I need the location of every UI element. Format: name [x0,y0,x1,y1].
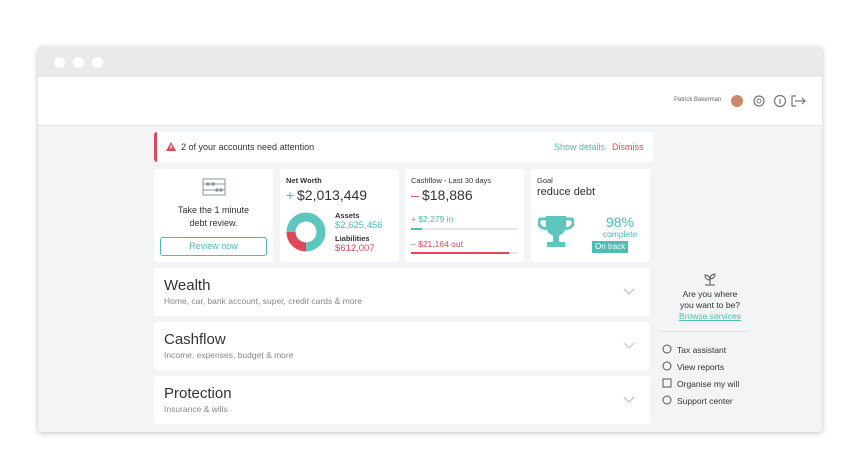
user-name[interactable]: Patrick Bakerman [674,97,722,103]
section-title: Cashflow [164,331,226,348]
sidebar-link[interactable]: Tax assistant [677,345,727,355]
value-sign: + [286,187,295,203]
divider [660,331,748,332]
window-dot[interactable] [73,57,84,68]
sidebar-link[interactable]: Organise my will [677,379,740,389]
dismiss[interactable]: Dismiss [612,142,644,152]
browse-link[interactable]: Browse services [679,311,741,321]
card-title: Net Worth [286,176,322,185]
sidebar-icons [662,344,672,405]
donut [286,212,326,252]
section-panel[interactable]: Protection Insurance & wills [154,376,650,424]
sidebar-link[interactable]: Support center [677,396,733,406]
settings-icon[interactable] [753,95,765,107]
info-icon[interactable] [773,94,787,108]
review-text: debt review. [189,218,238,228]
assets-label: Assets [335,211,360,220]
section-title: Protection [164,385,232,402]
trophy-icon [538,216,574,247]
section-panel[interactable]: Wealth Home, car, bank account, super, c… [154,268,650,316]
cashflow-in: + $2,279 in [411,214,454,224]
section-subtitle: Home, car, bank account, super, credit c… [164,296,362,306]
assets-value: $2,625,456 [335,220,383,231]
liabilities-label: Liabilities [335,234,370,243]
status-badge: On track [592,241,629,253]
cashflow-card: Cashflow - Last 30 days – $18,886 + $2,2… [405,169,524,262]
plant-icon [704,273,716,286]
section-subtitle: Income, expenses, budget & more [164,350,294,360]
app-header: Patrick Bakerman [38,77,822,126]
liabilities-value: $612,007 [335,243,375,254]
goal-complete: complete [602,229,638,239]
goal-title: reduce debt [537,186,596,198]
review-button[interactable]: Review now [160,237,267,256]
section-panel[interactable]: Cashflow Income, expenses, budget & more [154,322,650,370]
show-details[interactable]: Show details [554,142,606,152]
window-dot[interactable] [92,57,103,68]
section-subtitle: Insurance & wills [164,404,228,414]
review-card: Take the 1 minute debt review. Review no… [154,169,273,262]
title-bar [38,47,822,77]
warning-icon [166,142,176,151]
goal-card: Goal reduce debt 98% complete On track [531,169,650,262]
chevron[interactable] [623,396,635,404]
window-dot[interactable] [54,57,65,68]
card-title: Cashflow - Last 30 days [411,176,492,185]
section-title: Wealth [164,277,211,294]
chevron[interactable] [623,342,635,350]
sidebar-link[interactable]: View reports [677,362,725,372]
review-text: Take the 1 minute [177,205,250,215]
cashflow-value: $18,886 [422,187,473,203]
abacus-icon [202,178,226,196]
header-icons [731,94,806,108]
goal-percent: 98% [605,214,635,230]
value-sign: – [411,187,419,203]
out-track [411,252,518,254]
alert-bar: 2 of your accounts need attention Show d… [154,132,653,162]
browser-window: Patrick Bakerman 2 of your accounts need… [38,47,822,432]
logout-icon[interactable] [791,95,806,107]
net-worth-value: $2,013,449 [297,187,368,203]
prompt-text: you want to be? [679,300,740,310]
in-track [411,228,518,230]
cashflow-out: – $21,164 out [411,239,463,249]
chevron[interactable] [623,288,635,296]
avatar[interactable] [731,95,743,107]
prompt-text: Are you where [682,289,738,299]
goal-label: Goal [537,176,553,185]
net-worth-card: Net Worth + $2,013,449 Assets $2,625,456… [280,169,399,262]
alert-message: 2 of your accounts need attention [181,142,315,152]
